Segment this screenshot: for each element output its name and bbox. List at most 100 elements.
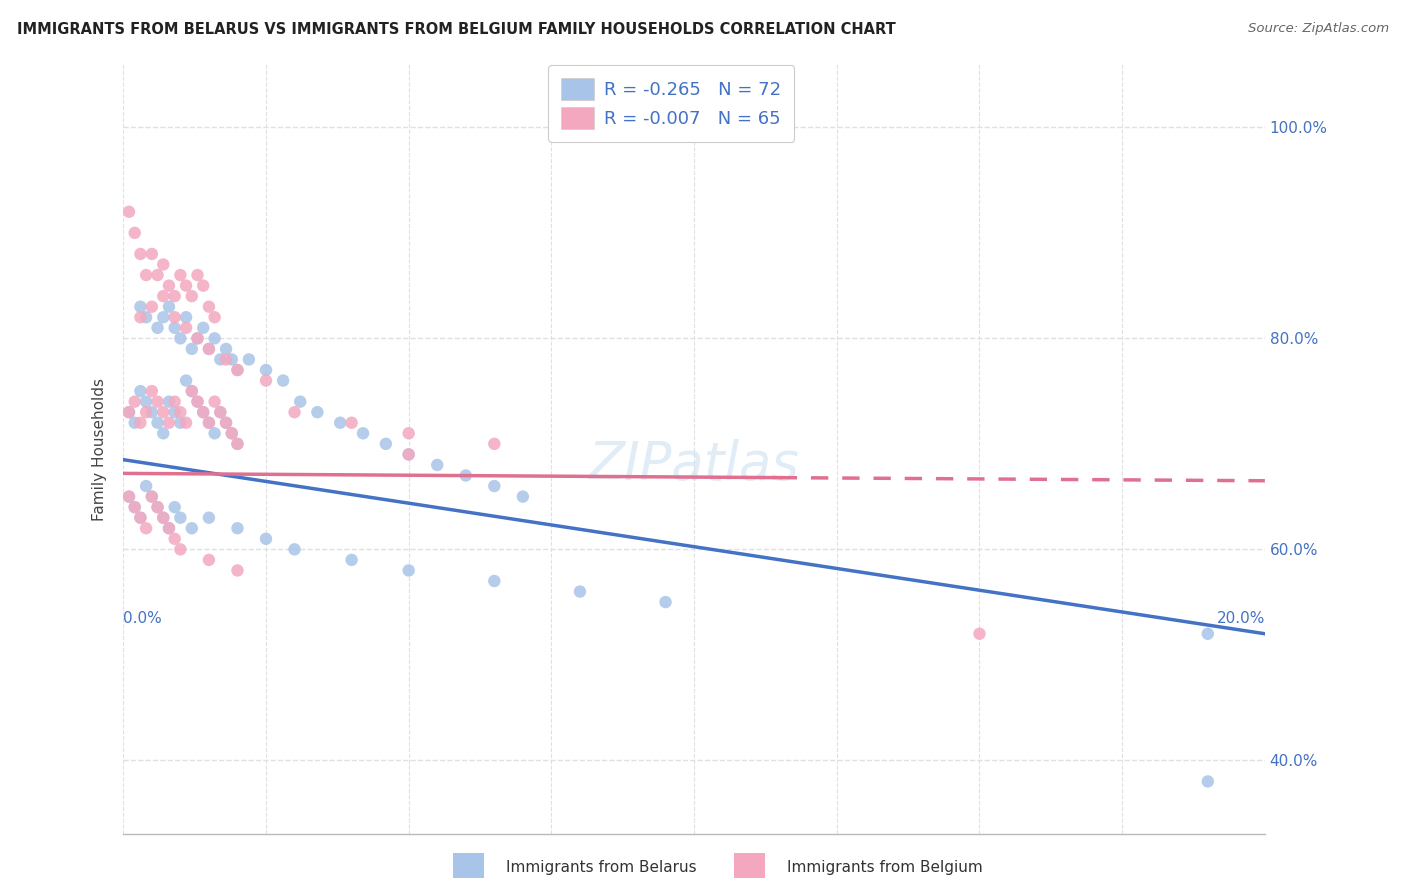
Point (209, 352, 232, 367)
Point (654, 595, 676, 609)
Point (1197, 774, 1219, 789)
Point (180, 384, 202, 398)
Point (118, 405, 141, 419)
Point (124, 500, 146, 515)
Point (118, 490, 141, 504)
Point (484, 437, 506, 451)
Point (221, 426, 243, 441)
Point (198, 416, 221, 430)
Point (152, 510, 174, 524)
Point (340, 553, 363, 567)
Point (329, 416, 352, 430)
Point (254, 363, 277, 377)
Point (186, 394, 208, 409)
Point (340, 416, 363, 430)
Point (254, 374, 277, 388)
Point (146, 394, 169, 409)
Point (352, 426, 374, 441)
Point (204, 331, 226, 345)
Point (152, 310, 174, 325)
Point (174, 320, 197, 334)
Point (568, 584, 591, 599)
Point (174, 310, 197, 325)
Point (152, 289, 174, 303)
Point (118, 490, 141, 504)
Text: Immigrants from Belgium: Immigrants from Belgium (787, 860, 983, 874)
Point (226, 564, 249, 578)
Text: Immigrants from Belarus: Immigrants from Belarus (506, 860, 697, 874)
Point (215, 416, 238, 430)
Point (135, 479, 157, 493)
Point (484, 574, 506, 588)
Point (169, 331, 191, 345)
Point (169, 510, 191, 524)
Point (135, 394, 157, 409)
Point (146, 500, 169, 515)
Point (163, 405, 186, 419)
Point (512, 490, 534, 504)
Text: 20.0%: 20.0% (1216, 611, 1265, 626)
Point (163, 320, 186, 334)
Point (186, 331, 208, 345)
Point (969, 626, 991, 640)
Point (157, 416, 180, 430)
Point (283, 405, 305, 419)
Point (157, 300, 180, 314)
Point (146, 500, 169, 515)
Point (141, 490, 163, 504)
Point (163, 394, 186, 409)
Point (118, 204, 141, 219)
Point (118, 405, 141, 419)
Point (129, 510, 152, 524)
Point (135, 310, 157, 325)
Point (398, 426, 420, 441)
Text: Source: ZipAtlas.com: Source: ZipAtlas.com (1249, 22, 1389, 36)
Point (186, 331, 208, 345)
Point (152, 510, 174, 524)
Point (141, 490, 163, 504)
Point (169, 542, 191, 557)
Point (157, 278, 180, 293)
Legend: R = -0.265   N = 72, R = -0.007   N = 65: R = -0.265 N = 72, R = -0.007 N = 65 (548, 65, 794, 142)
Point (221, 352, 243, 367)
Point (398, 564, 420, 578)
Point (226, 521, 249, 535)
Point (174, 374, 197, 388)
Point (193, 405, 215, 419)
Point (198, 342, 221, 356)
Point (180, 521, 202, 535)
Point (129, 300, 152, 314)
Point (135, 405, 157, 419)
Point (198, 300, 221, 314)
Point (129, 384, 152, 398)
Point (226, 437, 249, 451)
Point (198, 342, 221, 356)
Point (157, 521, 180, 535)
Point (124, 500, 146, 515)
Point (198, 416, 221, 430)
Point (238, 352, 260, 367)
Point (226, 437, 249, 451)
Point (163, 532, 186, 546)
Point (157, 521, 180, 535)
Point (163, 289, 186, 303)
Point (374, 437, 396, 451)
Point (221, 426, 243, 441)
Text: IMMIGRANTS FROM BELARUS VS IMMIGRANTS FROM BELGIUM FAMILY HOUSEHOLDS CORRELATION: IMMIGRANTS FROM BELARUS VS IMMIGRANTS FR… (17, 22, 896, 37)
Point (204, 426, 226, 441)
Point (454, 468, 477, 483)
Point (129, 416, 152, 430)
Point (204, 310, 226, 325)
Point (180, 342, 202, 356)
Point (186, 394, 208, 409)
Y-axis label: Family Households: Family Households (93, 377, 107, 521)
Point (307, 405, 329, 419)
Point (193, 320, 215, 334)
Point (135, 521, 157, 535)
Point (174, 278, 197, 293)
Point (169, 405, 191, 419)
Point (135, 268, 157, 282)
Point (129, 310, 152, 325)
Point (290, 394, 312, 409)
Point (157, 394, 180, 409)
